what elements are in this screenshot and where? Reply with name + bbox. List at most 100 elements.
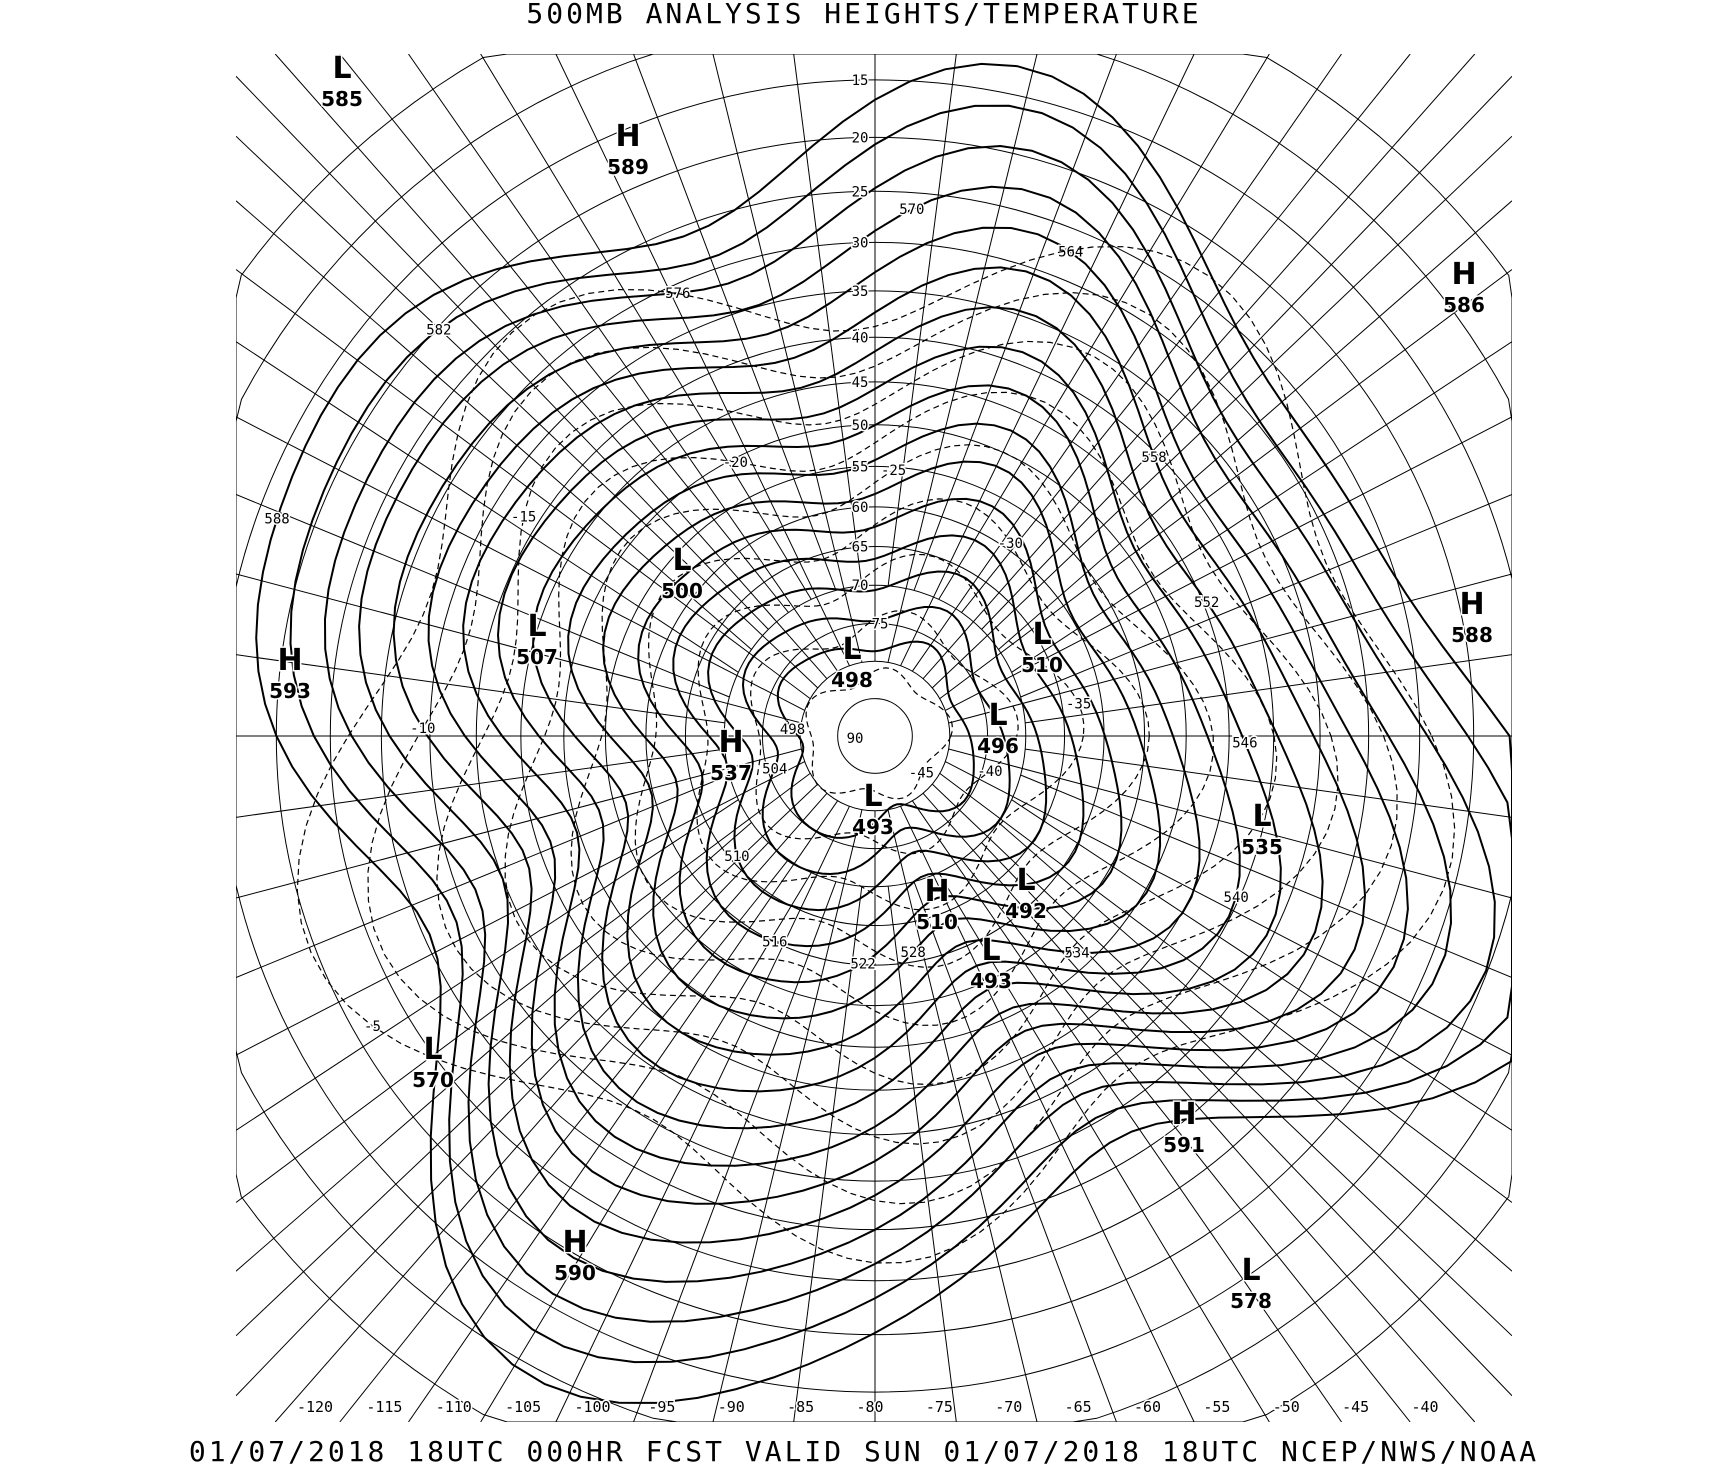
height-contour-552 xyxy=(462,306,1324,1167)
meridian-line xyxy=(961,859,1411,1422)
height-contour-564 xyxy=(392,226,1409,1244)
longitude-label: -65 xyxy=(1065,1398,1092,1416)
latitude-circle xyxy=(837,698,913,774)
temperature-contour-label: -20 xyxy=(723,455,748,471)
meridian-line xyxy=(236,75,769,630)
temperature-contour--10 xyxy=(367,291,1398,1205)
meridian-line xyxy=(1025,748,1512,818)
height-contour-label: 540 xyxy=(1224,890,1249,906)
latitude-label: 15 xyxy=(852,73,869,89)
temperature-contours: -5 -10 -15 -20 -25 -30 -35 -40 -45 xyxy=(296,246,1456,1264)
meridian-line xyxy=(998,200,1512,650)
temperature-contour--40 xyxy=(750,610,1019,855)
latitude-circle xyxy=(236,54,1512,1422)
height-contour-label: 504 xyxy=(762,762,787,778)
center-type: L xyxy=(1252,799,1271,834)
meridian-line xyxy=(480,54,812,600)
meridian-line xyxy=(236,654,725,724)
meridian-line xyxy=(948,573,1512,724)
meridian-line xyxy=(633,54,837,591)
latitude-label: 35 xyxy=(852,284,869,300)
meridian-line xyxy=(887,54,1038,663)
latitude-label: 90 xyxy=(847,731,864,747)
meridian-line xyxy=(236,573,802,724)
longitude-label: -105 xyxy=(505,1398,541,1416)
longitude-label: -70 xyxy=(995,1398,1022,1416)
meridian-line xyxy=(236,822,752,1272)
height-contour-588 xyxy=(255,62,1512,1404)
meridian-line xyxy=(236,341,739,673)
latitude-label: 45 xyxy=(852,375,869,391)
longitude-label: -60 xyxy=(1134,1398,1161,1416)
meridian-line xyxy=(274,54,828,680)
height-contour-540 xyxy=(532,384,1241,1093)
center-type: L xyxy=(672,543,691,578)
temperature-contour-label: -25 xyxy=(881,463,906,479)
center-value: 590 xyxy=(554,1261,596,1285)
center-type: L xyxy=(1016,863,1035,898)
meridian-line xyxy=(236,494,730,698)
center-value: 496 xyxy=(977,734,1019,758)
meridian-line xyxy=(961,54,1411,613)
center-type: L xyxy=(423,1032,442,1067)
map-title: 500MB ANALYSIS HEIGHTS/TEMPERATURE xyxy=(526,0,1202,30)
latitude-label: 55 xyxy=(852,459,869,475)
center-type: L xyxy=(527,609,546,644)
longitude-label: -75 xyxy=(926,1398,953,1416)
center-type: H xyxy=(924,874,949,909)
meridian-line xyxy=(931,135,1512,689)
meridian-line xyxy=(793,54,863,586)
meridian-line xyxy=(236,799,739,1131)
temperature-contour--15 xyxy=(436,340,1339,1145)
meridian-line xyxy=(913,881,1117,1422)
longitude-label: -50 xyxy=(1273,1398,1300,1416)
meridian-line xyxy=(945,416,1512,711)
center-value: 585 xyxy=(321,87,363,111)
meridian-line xyxy=(1011,799,1512,1131)
meridian-line xyxy=(911,800,1342,1422)
height-contour-label: 498 xyxy=(780,722,805,738)
meridian-line xyxy=(236,761,805,1056)
center-value: 586 xyxy=(1443,293,1485,317)
latitude-circle xyxy=(236,54,1512,1422)
lat-lon-grid xyxy=(236,54,1512,1422)
meridian-line xyxy=(712,809,863,1422)
meridian-line xyxy=(931,783,1512,1337)
meridian-line xyxy=(887,886,957,1422)
temperature-contour--30 xyxy=(634,498,1150,968)
temperature-contour--25 xyxy=(570,444,1214,1026)
height-contours: 5885825765705645585525465405345285225165… xyxy=(255,62,1512,1404)
longitude-label: -100 xyxy=(574,1398,610,1416)
height-contour-label: 528 xyxy=(900,945,925,961)
latitude-label: 65 xyxy=(852,539,869,555)
grid-labels: -120 -115 -110 -105 -100 -95 -90 -85 -80 -75 -70 -6… xyxy=(295,71,1440,1417)
height-contour-label: 522 xyxy=(850,956,875,972)
center-value: 498 xyxy=(831,668,873,692)
center-value: 535 xyxy=(1241,835,1283,859)
meridian-line xyxy=(712,54,863,663)
temperature-contour-label: -45 xyxy=(909,765,934,781)
meridian-line xyxy=(922,792,1476,1422)
longitude-label: -85 xyxy=(787,1398,814,1416)
center-type: L xyxy=(842,632,861,667)
center-type: L xyxy=(863,779,882,814)
meridian-line xyxy=(236,269,811,699)
meridian-line xyxy=(555,54,850,666)
longitude-label: -45 xyxy=(1342,1398,1369,1416)
height-contour-label: 558 xyxy=(1141,450,1166,466)
meridian-line xyxy=(913,54,1117,591)
center-type: H xyxy=(562,1225,587,1260)
center-type: L xyxy=(988,698,1007,733)
